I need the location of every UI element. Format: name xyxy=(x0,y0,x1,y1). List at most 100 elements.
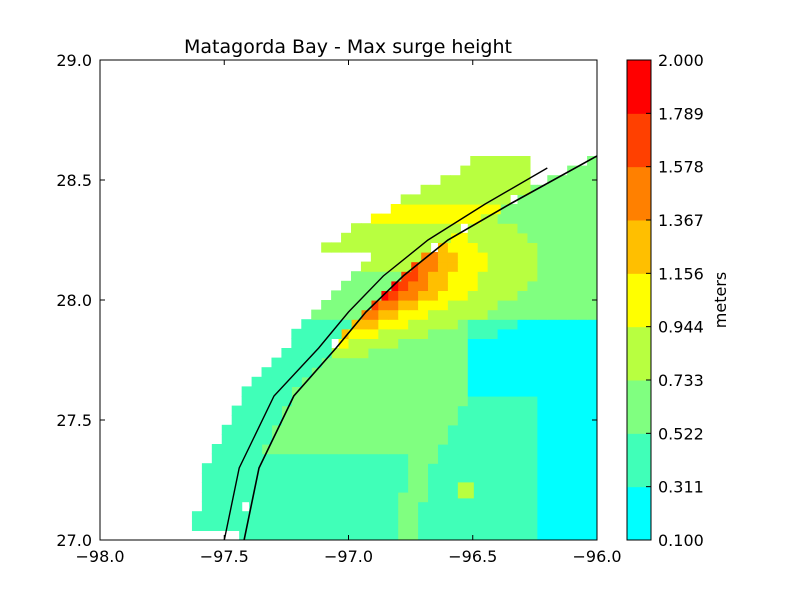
bay-cell xyxy=(480,156,491,167)
surge-cell xyxy=(587,482,597,493)
surge-cell xyxy=(308,511,320,522)
bay-cell xyxy=(241,415,253,426)
bay-cell xyxy=(231,492,243,503)
surge-cell xyxy=(497,261,509,272)
surge-cell xyxy=(477,300,489,311)
surge-cell xyxy=(447,501,459,512)
surge-cell xyxy=(338,357,350,368)
surge-cell xyxy=(288,453,300,464)
surge-cell xyxy=(268,453,280,464)
surge-cell xyxy=(547,530,558,540)
surge-cell xyxy=(398,520,409,531)
surge-cell xyxy=(517,232,529,243)
surge-cell xyxy=(398,453,409,464)
surge-cell xyxy=(428,434,439,445)
surge-cell xyxy=(577,338,588,349)
surge-cell xyxy=(457,280,469,291)
surge-cell xyxy=(328,415,340,426)
surge-cell xyxy=(378,386,389,397)
bay-cell xyxy=(390,271,402,282)
surge-cell xyxy=(497,482,509,493)
surge-cell xyxy=(477,482,489,493)
colorbar-band xyxy=(627,433,651,488)
surge-cell xyxy=(328,396,340,407)
surge-cell xyxy=(567,261,578,272)
surge-cell xyxy=(278,501,290,512)
surge-cell xyxy=(487,348,499,359)
surge-cell xyxy=(288,396,300,407)
surge-cell xyxy=(398,338,409,349)
surge-cell xyxy=(467,261,479,272)
surge-cell xyxy=(567,511,578,522)
bay-cell xyxy=(460,175,471,186)
surge-cell xyxy=(388,501,399,512)
surge-cell xyxy=(587,357,597,368)
surge-cell xyxy=(338,376,350,387)
surge-cell xyxy=(477,328,489,339)
surge-cell xyxy=(567,367,578,378)
surge-cell xyxy=(368,501,379,512)
surge-cell xyxy=(338,520,350,531)
surge-cell xyxy=(547,444,558,455)
surge-cell xyxy=(259,511,270,522)
surge-cell xyxy=(437,290,449,301)
bay-cell xyxy=(470,213,481,224)
surge-cell xyxy=(447,415,459,426)
surge-cell xyxy=(418,472,429,483)
surge-cell xyxy=(497,280,509,291)
bay-cell xyxy=(221,453,233,464)
surge-cell xyxy=(477,396,489,407)
bay-cell xyxy=(291,376,302,387)
bay-cell xyxy=(480,175,491,186)
surge-cell xyxy=(517,376,529,387)
bay-cell xyxy=(350,280,362,291)
surge-cell xyxy=(507,501,519,512)
surge-cell xyxy=(388,309,399,320)
surge-cell xyxy=(388,463,399,474)
bay-cell xyxy=(370,280,382,291)
surge-cell xyxy=(527,396,538,407)
surge-cell xyxy=(278,463,290,474)
surge-cell xyxy=(418,300,429,311)
bay-cell xyxy=(440,184,451,195)
surge-cell xyxy=(537,415,548,426)
surge-cell xyxy=(298,530,310,540)
surge-cell xyxy=(467,300,479,311)
surge-cell xyxy=(477,271,489,282)
colorbar-tick-label: 0.522 xyxy=(658,424,704,443)
bay-cell xyxy=(440,204,451,215)
surge-cell xyxy=(447,424,459,435)
bay-cell xyxy=(211,453,223,464)
surge-cell xyxy=(517,386,529,397)
surge-cell xyxy=(447,290,459,301)
bay-cell xyxy=(231,511,243,522)
surge-cell xyxy=(497,367,509,378)
surge-cell xyxy=(497,290,509,301)
surge-cell xyxy=(388,415,399,426)
bay-cell xyxy=(261,396,273,407)
surge-cell xyxy=(437,501,449,512)
surge-cell xyxy=(507,511,519,522)
bay-cell xyxy=(420,194,432,205)
surge-cell xyxy=(388,357,399,368)
surge-cell xyxy=(537,434,548,445)
surge-cell xyxy=(368,520,379,531)
surge-cell xyxy=(239,520,250,531)
surge-cell xyxy=(587,424,597,435)
surge-cell xyxy=(557,463,568,474)
surge-cell xyxy=(348,386,360,397)
bay-cell xyxy=(390,213,402,224)
surge-cell xyxy=(288,463,300,474)
surge-cell xyxy=(507,530,519,540)
surge-cell xyxy=(497,530,509,540)
surge-cell xyxy=(527,338,538,349)
surge-cell xyxy=(338,444,350,455)
surge-cell xyxy=(577,175,588,186)
surge-cell xyxy=(437,492,449,503)
surge-cell xyxy=(328,367,340,378)
surge-cell xyxy=(577,396,588,407)
surge-cell xyxy=(358,396,369,407)
surge-cell xyxy=(567,204,578,215)
surge-cell xyxy=(477,223,489,234)
surge-cell xyxy=(507,290,519,301)
